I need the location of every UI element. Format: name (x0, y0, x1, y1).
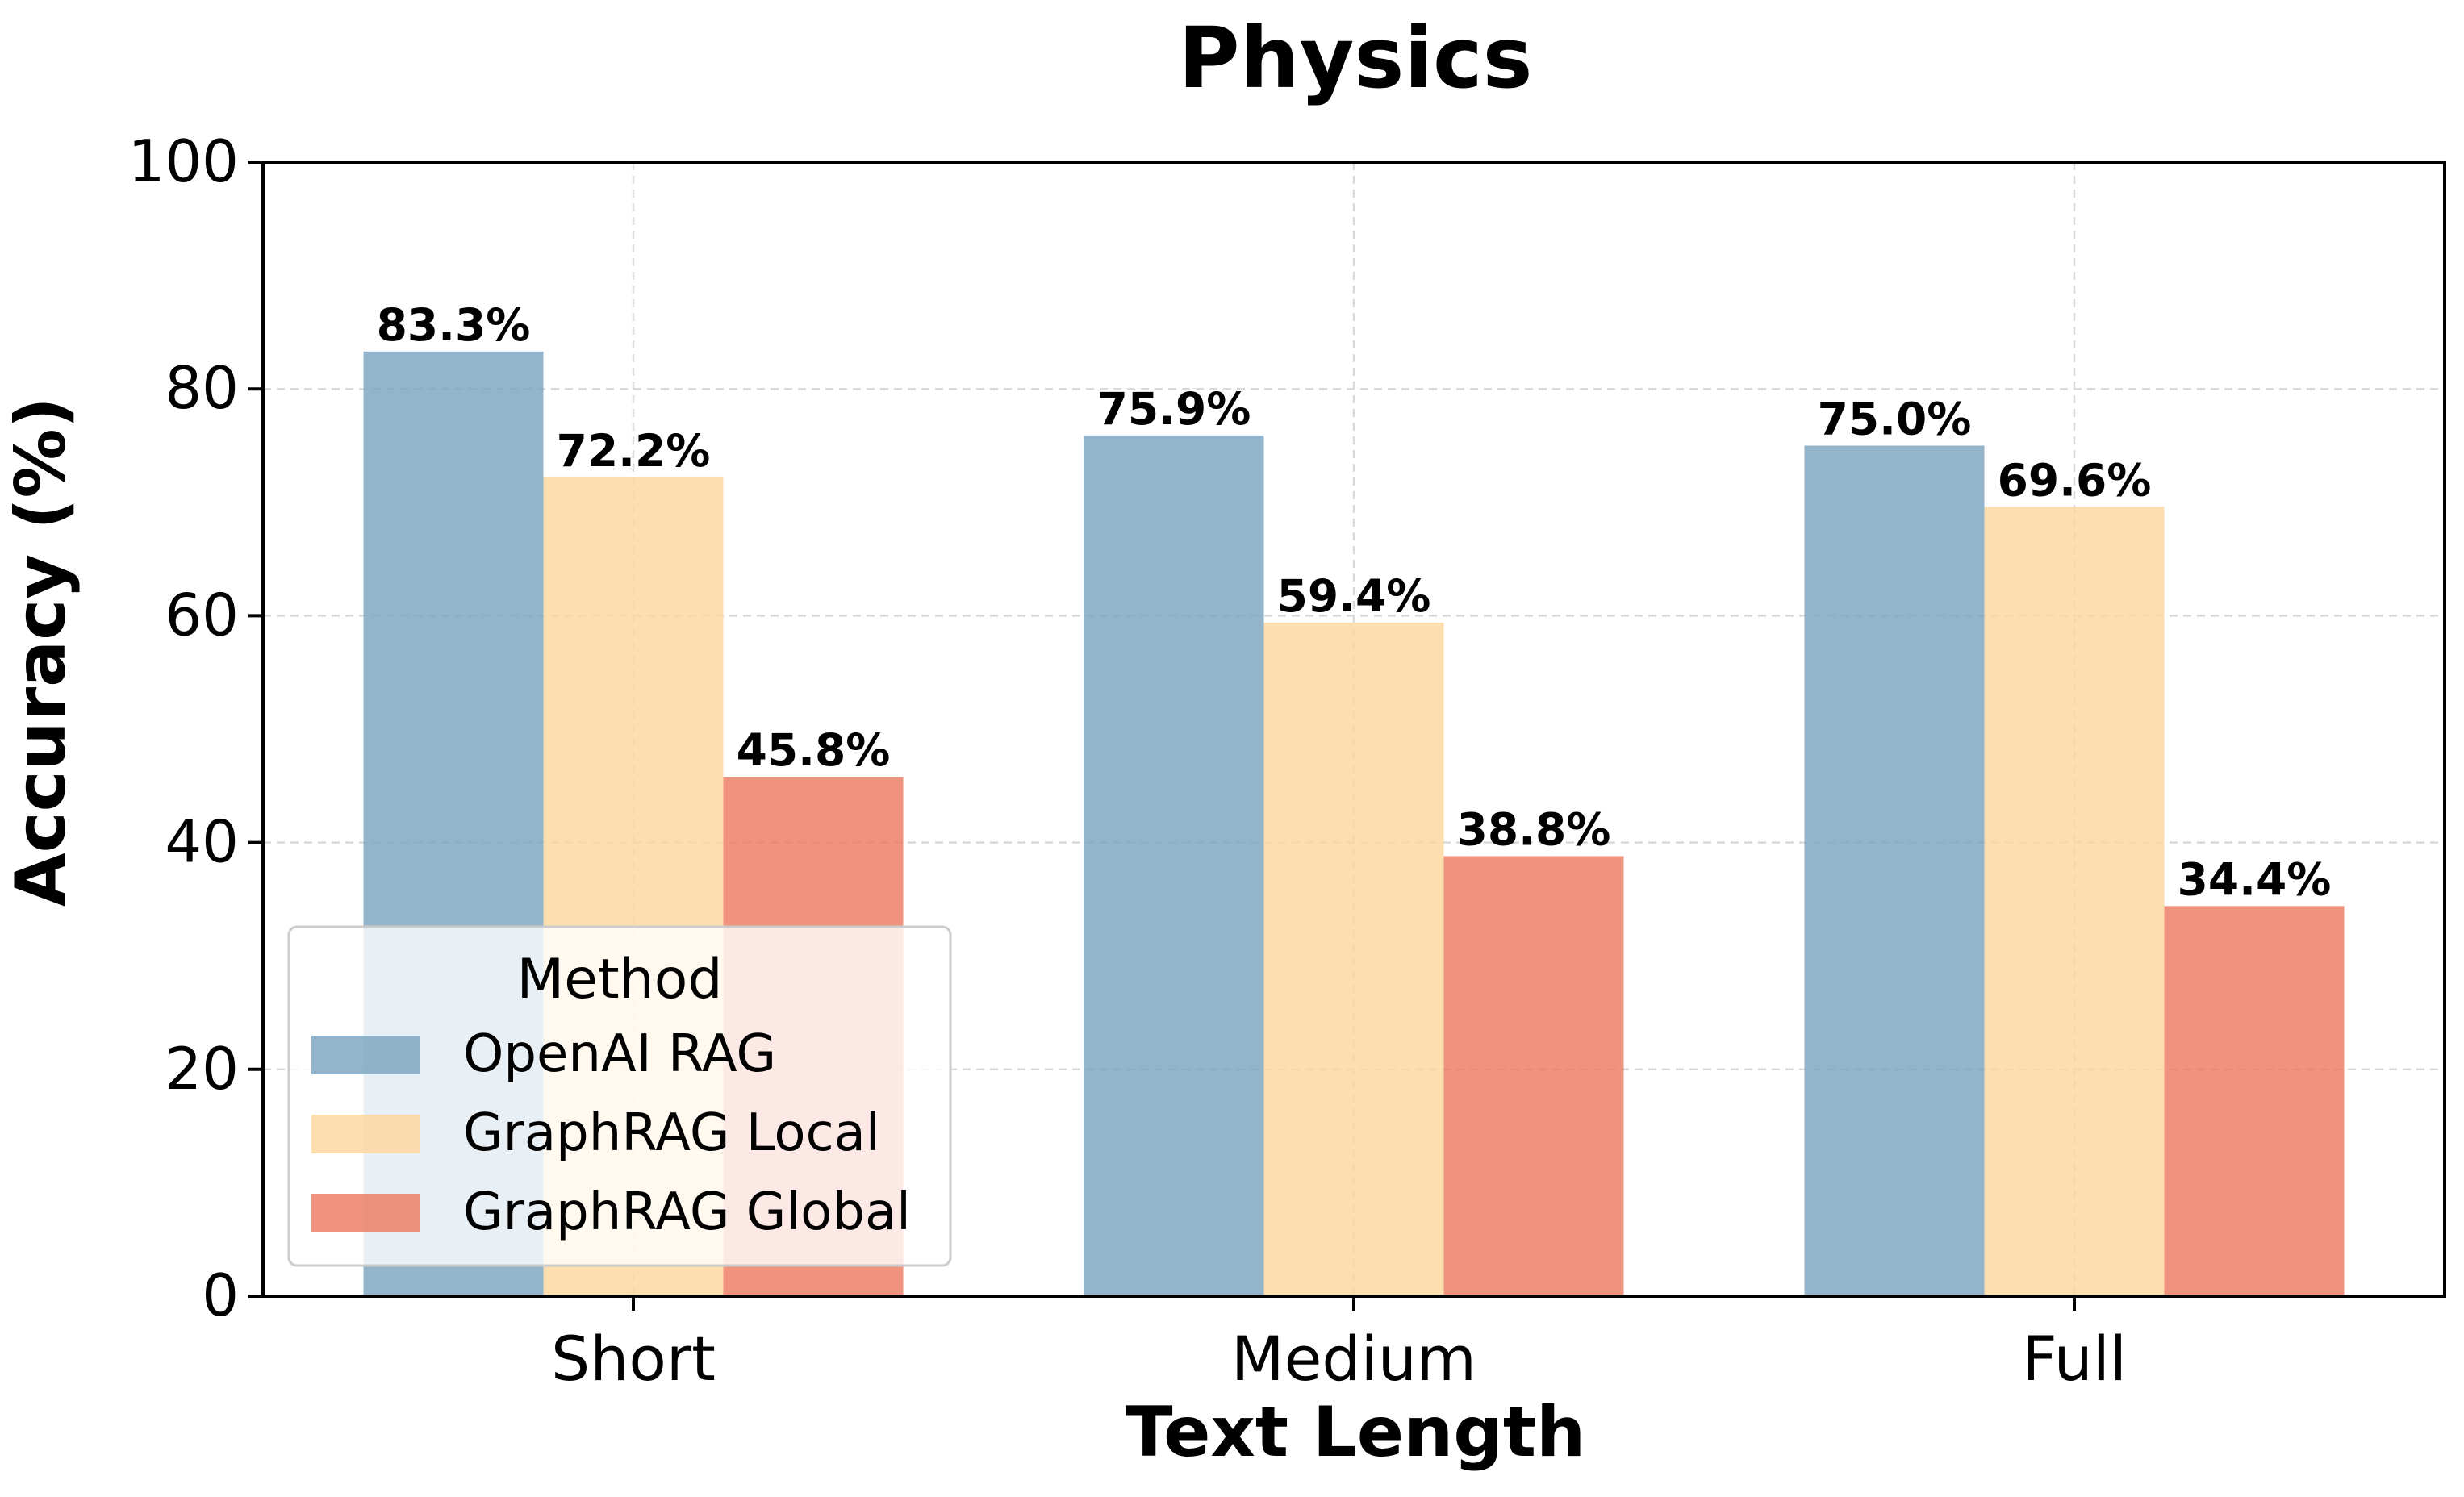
y-tick-label: 60 (165, 581, 239, 648)
x-axis-label: Text Length (1126, 1392, 1585, 1473)
data-label: 75.0% (1818, 394, 1972, 445)
legend-swatch (311, 1115, 420, 1153)
y-axis-label: Accuracy (%) (1, 397, 81, 907)
legend-title: Method (516, 948, 722, 1011)
legend-swatch (311, 1194, 420, 1232)
x-tick-label: Medium (1231, 1323, 1476, 1395)
bar-graphrag-local-full (1984, 507, 2165, 1296)
x-tick-label: Full (2022, 1323, 2127, 1395)
data-label: 45.8% (737, 724, 891, 776)
y-tick-label: 80 (165, 354, 239, 422)
data-label: 34.4% (2178, 853, 2332, 905)
bar-graphrag-global-full (2164, 906, 2345, 1296)
legend-label: GraphRAG Global (463, 1182, 911, 1242)
bar-graphrag-local-medium (1263, 622, 1444, 1296)
data-label: 75.9% (1097, 383, 1251, 435)
y-tick-label: 40 (165, 808, 239, 876)
legend-swatch (311, 1036, 420, 1074)
bar-openai-rag-medium (1084, 435, 1264, 1297)
y-tick-label: 20 (165, 1035, 239, 1103)
data-label: 83.3% (377, 299, 531, 351)
bar-openai-rag-full (1804, 445, 1985, 1296)
legend: Method OpenAI RAG GraphRAG Local GraphRAG G… (287, 925, 952, 1267)
chart-title: Physics (1178, 9, 1532, 107)
data-label: 69.6% (1998, 454, 2152, 506)
legend-label: OpenAI RAG (463, 1024, 776, 1084)
y-tick-label: 0 (202, 1261, 239, 1329)
legend-box (287, 925, 952, 1267)
data-label: 59.4% (1277, 570, 1431, 622)
data-labels: 83.3% 75.9% 75.0% 72.2% 59.4% 69.6% 45.8% 38.8%… (377, 299, 2332, 906)
data-label: 38.8% (1457, 803, 1611, 855)
legend-label: GraphRAG Local (463, 1103, 880, 1163)
bar-graphrag-global-medium (1443, 856, 1624, 1296)
y-tick-label: 100 (128, 127, 239, 195)
axes: 0 20 40 60 80 100 Short Medium Full (128, 127, 2446, 1395)
data-label: 72.2% (557, 425, 711, 477)
x-tick-label: Short (551, 1323, 716, 1395)
